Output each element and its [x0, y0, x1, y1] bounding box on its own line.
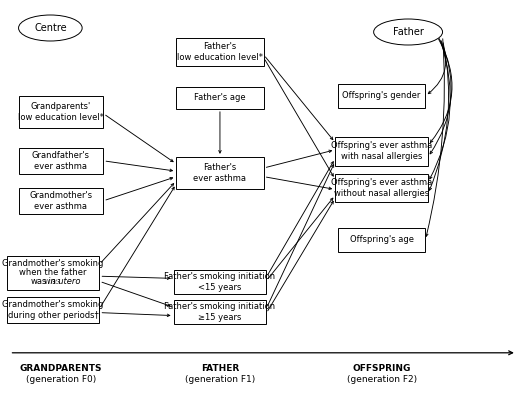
Text: FATHER: FATHER: [201, 364, 239, 373]
Bar: [338, 84, 426, 108]
Text: Grandfather's
ever asthma: Grandfather's ever asthma: [32, 150, 90, 171]
Bar: [176, 87, 263, 109]
Bar: [338, 228, 426, 252]
Text: Grandmother's smoking
during other periods†: Grandmother's smoking during other perio…: [2, 300, 104, 320]
Text: Grandparents'
low education level*: Grandparents' low education level*: [18, 102, 104, 122]
Text: Offspring's ever asthma
without nasal allergies: Offspring's ever asthma without nasal al…: [331, 178, 432, 198]
Bar: [174, 300, 266, 324]
Text: Father's age: Father's age: [194, 94, 246, 102]
Text: Father's
ever asthma: Father's ever asthma: [193, 162, 246, 183]
Bar: [19, 148, 103, 174]
Bar: [335, 137, 428, 166]
Text: (generation F1): (generation F1): [185, 376, 255, 384]
Text: Father's smoking initiation
≥15 years: Father's smoking initiation ≥15 years: [164, 302, 276, 322]
Text: GRANDPARENTS: GRANDPARENTS: [20, 364, 102, 373]
Bar: [19, 188, 103, 214]
Text: was: was: [30, 277, 47, 286]
Bar: [176, 157, 263, 189]
Ellipse shape: [374, 19, 443, 45]
Ellipse shape: [19, 15, 82, 41]
Text: Grandmother's smoking: Grandmother's smoking: [2, 260, 104, 268]
Bar: [7, 297, 100, 323]
Text: Grandmother's
ever asthma: Grandmother's ever asthma: [29, 190, 93, 211]
Bar: [176, 38, 263, 66]
Bar: [335, 174, 428, 202]
Bar: [19, 96, 103, 128]
Text: (generation F0): (generation F0): [26, 376, 96, 384]
Text: Father's
low education level*: Father's low education level*: [177, 42, 263, 62]
Bar: [174, 270, 266, 294]
Text: in utero: in utero: [48, 277, 80, 286]
Text: was ​​​​​​​​​​​​: was ​​​​​​​​​​​​: [43, 277, 63, 286]
Text: Father: Father: [393, 27, 423, 37]
Text: Offspring's gender: Offspring's gender: [342, 92, 421, 100]
Text: (generation F2): (generation F2): [347, 376, 417, 384]
Text: Offspring's age: Offspring's age: [350, 236, 413, 244]
Text: was in utero: was in utero: [27, 277, 79, 286]
Text: Father's smoking initiation
<15 years: Father's smoking initiation <15 years: [164, 272, 276, 292]
Text: Centre: Centre: [34, 23, 67, 33]
Text: Offspring's ever asthma
with nasal allergies: Offspring's ever asthma with nasal aller…: [331, 141, 432, 162]
Text: OFFSPRING: OFFSPRING: [352, 364, 411, 373]
Text: when the father: when the father: [19, 268, 87, 277]
Bar: [7, 256, 100, 290]
